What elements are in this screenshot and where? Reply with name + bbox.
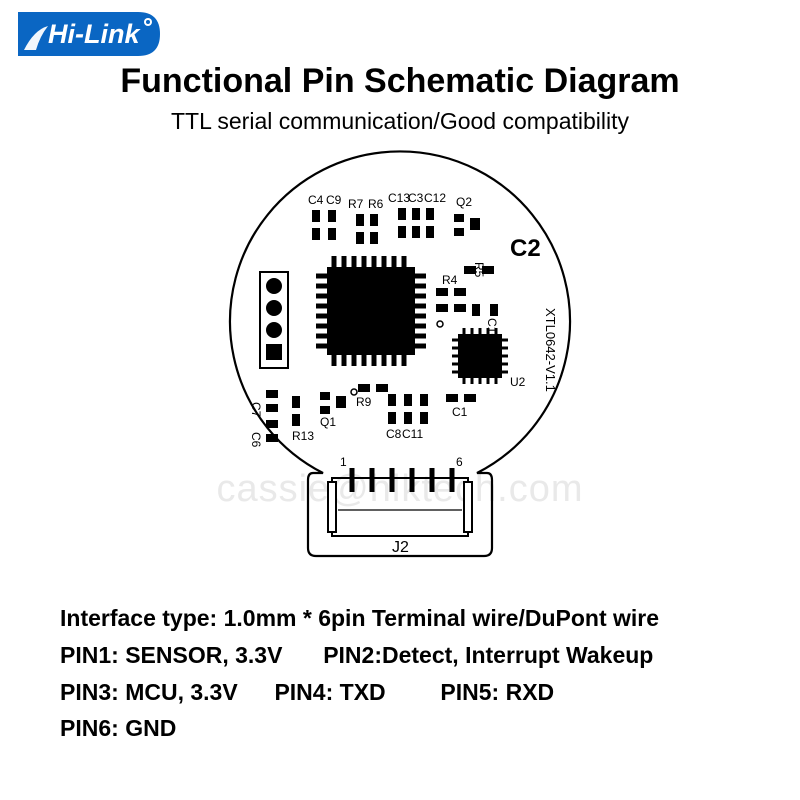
pin2-value: Detect, Interrupt Wakeup (382, 642, 653, 668)
pin6-name: PIN6: (60, 715, 119, 741)
svg-text:C3: C3 (408, 191, 424, 205)
pin4-value: TXD (340, 679, 386, 705)
svg-text:Q1: Q1 (320, 415, 336, 429)
pin3-name: PIN3: (60, 679, 119, 705)
page-title: Functional Pin Schematic Diagram (0, 62, 800, 101)
svg-text:C1: C1 (452, 405, 468, 419)
svg-text:C7: C7 (249, 402, 263, 418)
pin3-value: MCU, 3.3V (125, 679, 237, 705)
svg-text:U2: U2 (510, 375, 526, 389)
svg-text:C6: C6 (249, 432, 263, 448)
svg-text:Q2: Q2 (456, 195, 472, 209)
pin5-value: RXD (506, 679, 555, 705)
pin2-name: PIN2: (323, 642, 382, 668)
svg-text:1: 1 (340, 455, 347, 469)
svg-text:C12: C12 (424, 191, 446, 205)
interface-value: 1.0mm * 6pin Terminal wire/DuPont wire (224, 605, 659, 631)
svg-text:XTL0642-V1.1: XTL0642-V1.1 (543, 308, 558, 392)
svg-text:C8: C8 (386, 427, 402, 441)
pin-row-3-4-5: PIN3: MCU, 3.3V PIN4: TXD PIN5: RXD (60, 674, 760, 711)
svg-text:6: 6 (456, 455, 463, 469)
pin-row-6: PIN6: GND (60, 710, 760, 747)
svg-text:R9: R9 (356, 395, 372, 409)
svg-text:R5: R5 (472, 262, 486, 278)
svg-text:J2: J2 (392, 539, 409, 556)
svg-text:R6: R6 (368, 197, 384, 211)
pin5-name: PIN5: (440, 679, 499, 705)
brand-logo: Hi-Link (18, 12, 160, 56)
svg-text:R13: R13 (292, 429, 314, 443)
pin-description: Interface type: 1.0mm * 6pin Terminal wi… (60, 600, 760, 747)
svg-text:C2: C2 (510, 235, 541, 262)
page-subtitle: TTL serial communication/Good compatibil… (0, 108, 800, 135)
pin4-name: PIN4: (274, 679, 333, 705)
interface-label: Interface type: (60, 605, 217, 631)
svg-text:C11: C11 (402, 427, 423, 441)
pin1-name: PIN1: (60, 642, 119, 668)
pin6-value: GND (125, 715, 176, 741)
svg-text:Hi-Link: Hi-Link (48, 19, 141, 49)
svg-text:C4: C4 (308, 193, 324, 207)
svg-text:R4: R4 (442, 273, 458, 287)
svg-text:R7: R7 (348, 197, 364, 211)
svg-text:C9: C9 (326, 193, 342, 207)
pin1-value: SENSOR, 3.3V (125, 642, 282, 668)
svg-text:C10: C10 (485, 318, 499, 340)
pin-row-1-2: PIN1: SENSOR, 3.3V PIN2:Detect, Interrup… (60, 637, 760, 674)
svg-text:C13: C13 (388, 191, 410, 205)
interface-row: Interface type: 1.0mm * 6pin Terminal wi… (60, 600, 760, 637)
pcb-schematic: C4C9 R7 R6 C13C3C12 Q2 R5 R4 C10 U2 C1 C8… (0, 148, 800, 588)
